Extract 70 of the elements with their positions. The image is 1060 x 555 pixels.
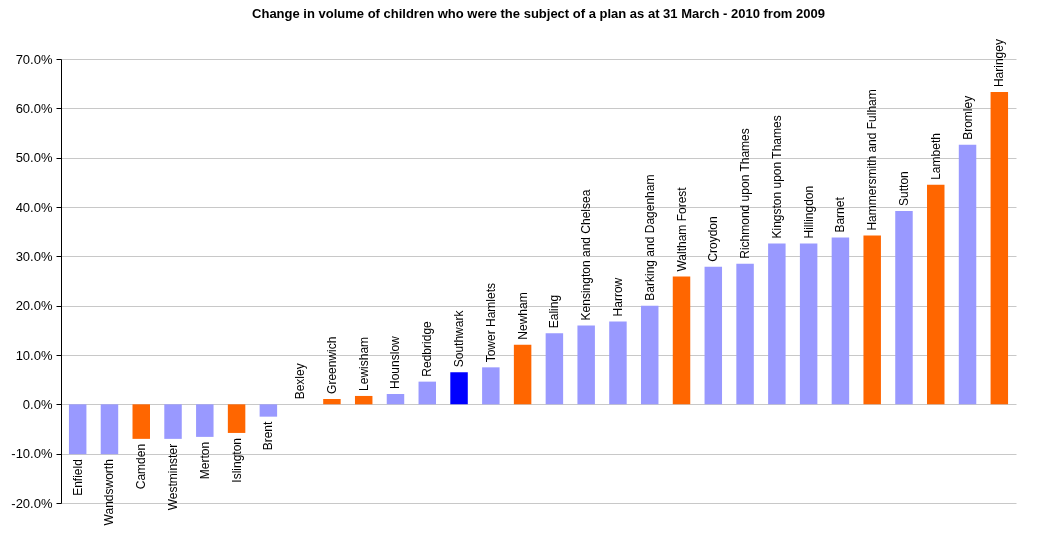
x-tick-label: Kensington and Chelsea xyxy=(579,189,594,321)
bar xyxy=(513,344,532,405)
x-tick-label: Kingston upon Thames xyxy=(769,115,784,239)
x-tick-label: Tower Hamlets xyxy=(483,282,498,363)
bar xyxy=(450,372,468,405)
bar xyxy=(482,367,500,405)
x-tick-label: Greenwich xyxy=(324,336,339,394)
x-tick-label: Hounslow xyxy=(388,335,403,389)
x-tick-label: Harrow xyxy=(610,277,625,317)
x-tick-label: Enfield xyxy=(70,459,85,496)
x-tick-label: Croydon xyxy=(706,216,721,262)
x-tick-label: Hillingdon xyxy=(801,185,816,239)
x-tick-label: Hammersmith and Fulham xyxy=(865,89,880,231)
y-tick-label: 50.0% xyxy=(15,150,53,166)
bar xyxy=(164,404,182,439)
bar xyxy=(259,404,278,417)
bar xyxy=(799,243,818,405)
x-tick-label: Redbridge xyxy=(420,320,435,377)
x-tick-label: Ealing xyxy=(547,294,562,329)
bar xyxy=(100,404,119,455)
bar xyxy=(132,404,150,439)
bar xyxy=(927,184,945,405)
bar xyxy=(895,210,913,405)
y-tick-label: 20.0% xyxy=(15,298,53,314)
x-tick-label: Richmond upon Thames xyxy=(738,128,753,259)
bar xyxy=(227,404,246,433)
x-tick-label: Lewisham xyxy=(356,336,371,391)
chart-title: Change in volume of children who were the subject of a plan as at 31 March - 2010 from 2009 xyxy=(252,6,825,22)
bar xyxy=(831,237,850,405)
bar xyxy=(323,398,341,405)
x-tick-label: Lambeth xyxy=(928,133,943,180)
x-tick-label: Newham xyxy=(515,292,530,340)
x-tick-label: Southwark xyxy=(452,309,467,368)
x-tick-label: Barking and Dagenham xyxy=(642,174,657,301)
x-tick-label: Bromley xyxy=(960,95,975,140)
bar xyxy=(386,393,405,405)
bar xyxy=(545,333,564,405)
bar xyxy=(768,243,786,405)
y-tick-label: 30.0% xyxy=(15,248,53,264)
x-tick-label: Bexley xyxy=(293,363,308,400)
y-tick-label: 70.0% xyxy=(15,51,53,67)
x-tick-label: Sutton xyxy=(896,171,911,206)
bar xyxy=(354,395,373,405)
bar xyxy=(609,321,627,405)
x-tick-label: Barnet xyxy=(833,196,848,233)
y-tick-label: 40.0% xyxy=(15,199,53,215)
bar xyxy=(672,276,691,405)
bar xyxy=(640,305,659,405)
bar xyxy=(418,381,437,405)
x-tick-label: Wandsworth xyxy=(102,459,117,526)
bar xyxy=(68,404,87,455)
bar xyxy=(736,263,754,405)
y-tick-label: -10.0% xyxy=(11,446,53,462)
y-tick-label: -20.0% xyxy=(11,495,53,511)
bar xyxy=(990,92,1009,405)
bar xyxy=(577,325,595,405)
x-tick-label: Waltham Forest xyxy=(674,186,689,272)
x-tick-label: Westminster xyxy=(166,443,181,511)
bar xyxy=(196,404,214,437)
x-tick-label: Brent xyxy=(261,421,276,451)
x-tick-label: Haringey xyxy=(992,39,1007,88)
x-tick-label: Islington xyxy=(229,437,244,483)
y-tick-label: 0.0% xyxy=(22,396,53,412)
y-tick-label: 10.0% xyxy=(15,347,53,363)
bar xyxy=(704,266,723,405)
x-tick-label: Merton xyxy=(197,441,212,480)
bar xyxy=(863,235,881,405)
y-tick-label: 60.0% xyxy=(15,100,53,116)
x-tick-label: Camden xyxy=(134,443,149,490)
bar xyxy=(958,144,977,405)
